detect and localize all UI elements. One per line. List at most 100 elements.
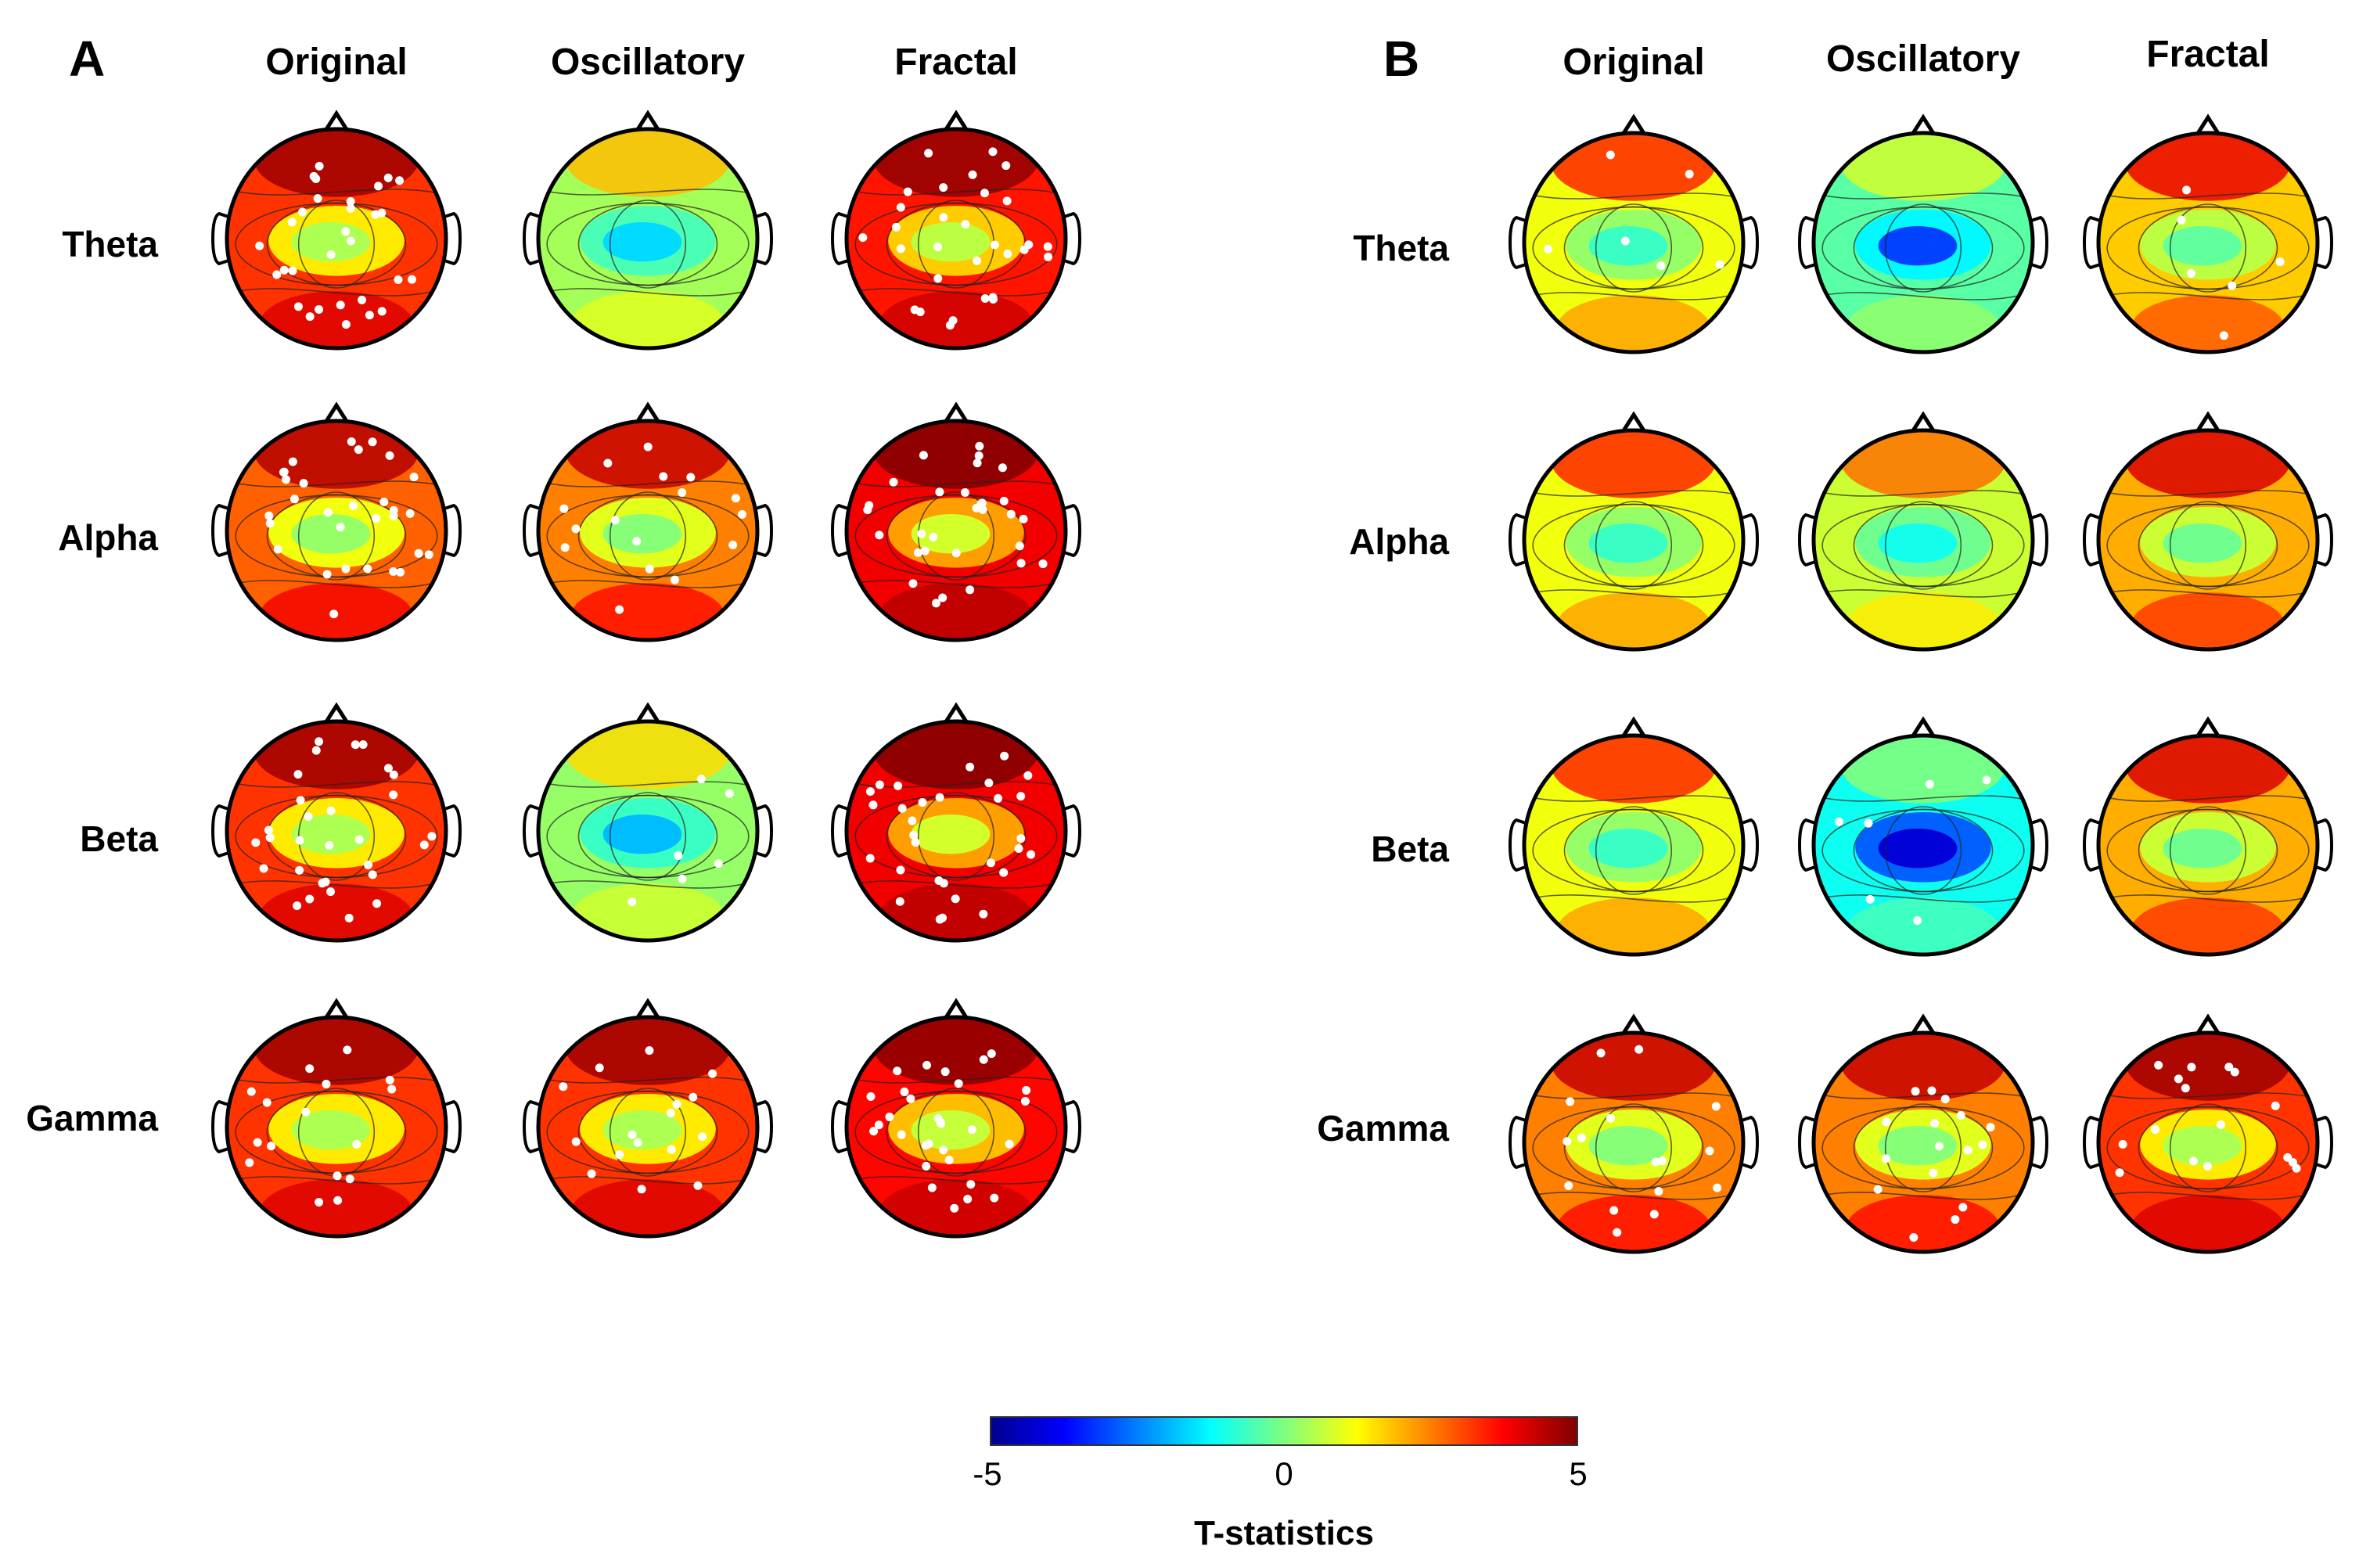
significant-electrode [587,1169,596,1178]
significant-electrode [293,901,302,911]
significant-electrode [961,220,970,229]
significant-electrode [1019,514,1028,523]
significant-electrode [929,532,938,541]
significant-electrode [383,173,393,182]
contour-line [227,1077,446,1084]
significant-electrode [610,516,620,525]
topomap-a-gamma-oscillatory [522,998,774,1239]
panel-a-row-gamma: Gamma [26,1098,158,1138]
significant-electrode [885,1112,894,1121]
contour-line [2106,808,2310,893]
significant-electrode [288,457,297,466]
central-minimum [1588,1126,1668,1166]
significant-electrode [341,320,351,329]
contour-line [546,202,750,286]
significant-electrode [1544,244,1553,254]
significant-electrode [937,1119,946,1128]
head-outline [844,719,1068,943]
nose-marker [323,702,350,725]
head-outline [1811,428,2035,652]
significant-electrode [938,913,948,922]
nose-marker [1620,411,1647,433]
significant-electrode [245,1158,254,1167]
significant-electrode [998,463,1007,473]
significant-electrode [1956,1111,1965,1120]
topomap-b-gamma-oscillatory [1797,1013,2049,1254]
significant-electrode [305,894,315,904]
significant-electrode [1022,1085,1031,1095]
significant-electrode [560,543,570,552]
head-outline [2096,733,2320,957]
significant-electrode [667,1145,676,1154]
frontal-region [1552,735,1716,804]
frontal-region [566,129,730,197]
significant-electrode [333,1171,342,1181]
significant-electrode [2118,1139,2127,1149]
nose-marker [943,998,969,1020]
significant-electrode [419,840,429,850]
significant-electrode [326,806,336,815]
contour-line [227,579,446,588]
significant-electrode [293,770,303,779]
significant-electrode [296,796,305,805]
contour-line [227,781,446,788]
contour-line [847,189,1066,196]
significant-electrode [389,770,398,779]
significant-electrode [333,1196,343,1205]
significant-electrode [1929,1168,1938,1178]
topomap-a-beta-oscillatory [522,702,774,943]
significant-electrode [389,566,398,576]
contour-line [538,781,757,788]
significant-electrode [951,548,961,558]
significant-electrode [1016,792,1026,801]
left-ear [1508,512,1527,567]
head-outline [2096,1030,2320,1254]
significant-electrode [264,825,273,835]
significant-electrode [1609,1206,1619,1215]
significant-electrode [368,437,377,447]
significant-electrode [251,838,261,847]
contour-line [297,491,376,581]
significant-electrode [1927,1086,1936,1095]
frontal-region [2126,430,2290,498]
significant-electrode [365,311,374,320]
nose-marker [323,110,350,132]
frontal-region [2126,735,2290,804]
significant-electrode [894,781,903,790]
significant-electrode [628,897,637,907]
significant-electrode [246,1087,256,1096]
significant-electrode [282,475,291,484]
contour-line [297,200,376,289]
right-ear [2030,512,2049,567]
panel-a-letter: A [69,31,106,87]
significant-electrode [255,241,264,250]
right-ear [2030,1115,2049,1170]
significant-electrode [2189,1156,2199,1166]
contour-line [854,794,1058,879]
significant-electrode [368,870,377,879]
significant-electrode [963,1194,973,1203]
frontal-region [254,129,419,197]
significant-electrode [372,899,382,908]
significant-electrode [1654,1187,1663,1196]
significant-electrode [2230,1067,2239,1077]
significant-electrode [944,1156,954,1165]
significant-electrode [1978,1140,1987,1149]
significant-electrode [865,854,875,863]
central-minimum [1878,523,1958,563]
central-minimum [291,222,371,262]
significant-electrode [1014,843,1023,853]
significant-electrode [686,473,696,482]
significant-electrode [908,816,917,825]
significant-electrode [915,307,925,317]
contour-line [847,1175,1066,1185]
significant-electrode [628,1130,637,1139]
panel-a-col-original: Original [265,41,408,83]
significant-electrode [2154,1060,2163,1070]
nose-marker [635,110,661,132]
significant-electrode [1685,169,1694,178]
significant-electrode [994,793,1003,803]
significant-electrode [866,1092,876,1102]
head-outline [536,719,760,943]
significant-electrode [336,300,345,310]
